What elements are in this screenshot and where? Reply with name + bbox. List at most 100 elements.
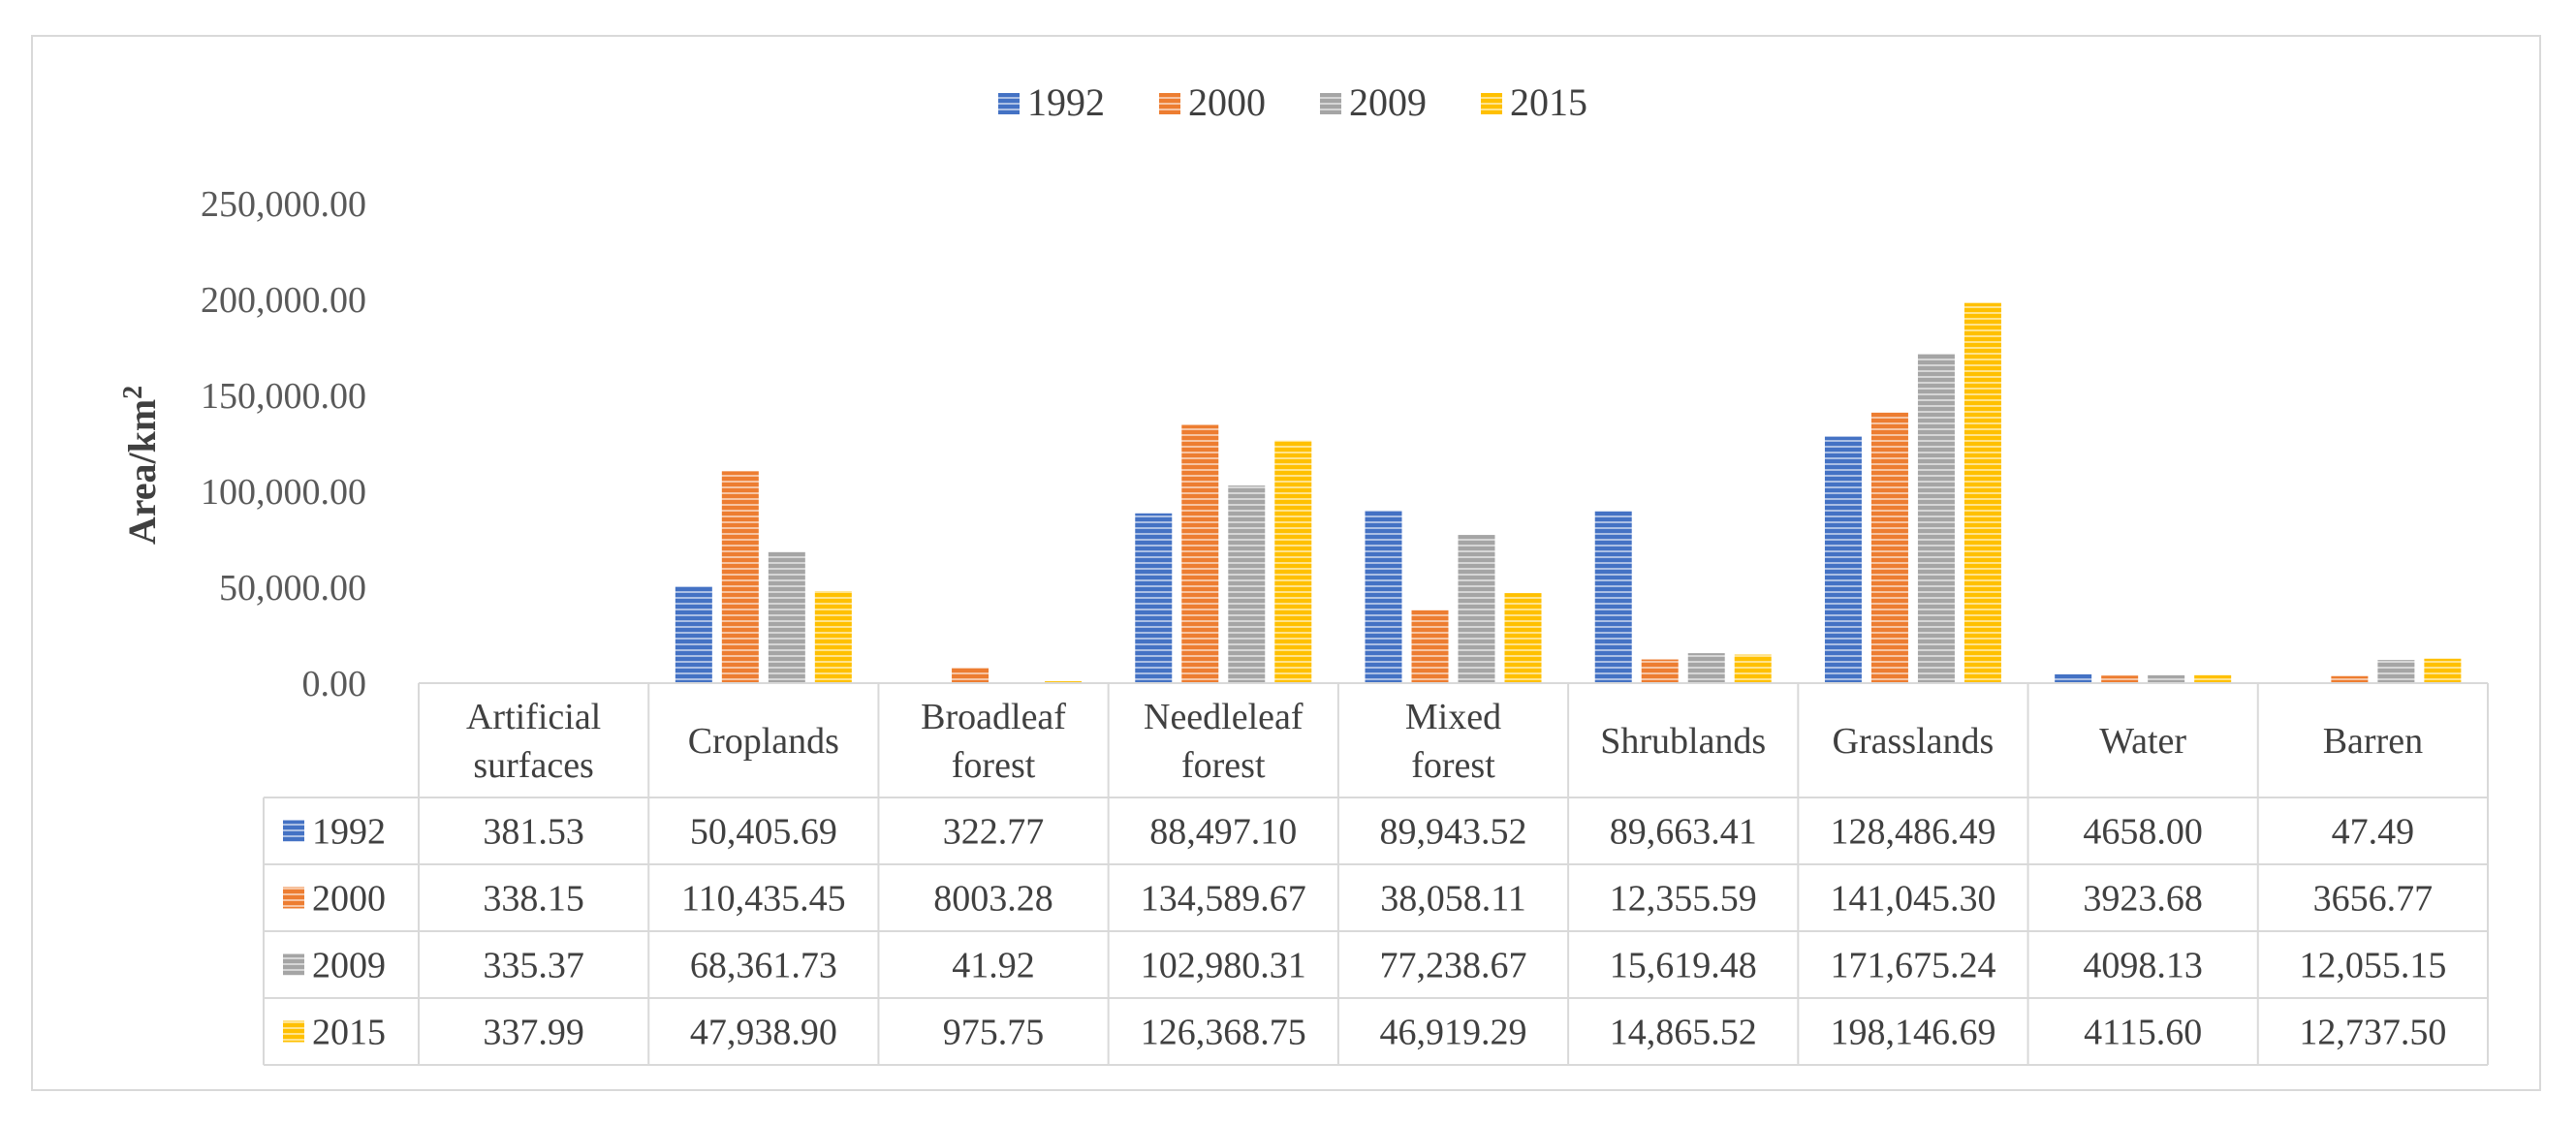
table-cell-value: 8003.28 <box>933 879 1053 920</box>
y-axis-title: Area/km2 <box>118 386 164 545</box>
legend: 1992 2000 2009 2015 <box>998 80 1587 124</box>
table-cell-value: 14,865.52 <box>1610 1013 1757 1053</box>
table-cell-value: 41.92 <box>952 946 1035 986</box>
table-cell-value: 337.99 <box>483 1013 584 1053</box>
bar-2000-4 <box>1411 609 1449 683</box>
table-cell-value: 12,355.59 <box>1610 879 1757 920</box>
table-cell-value: 171,675.24 <box>1830 946 1995 986</box>
bar-2015-6 <box>1963 302 2001 683</box>
bar-1992-4 <box>1365 510 1402 683</box>
category-label: forest <box>1181 745 1266 786</box>
data-table: Artificial surfaces Croplands Broadleaf fore… <box>263 682 2489 1066</box>
category-label: Water <box>2099 721 2186 762</box>
table-row-label: 2009 <box>312 946 386 986</box>
table-cell-value: 46,919.29 <box>1380 1013 1527 1053</box>
table-cell-value: 89,663.41 <box>1610 812 1757 853</box>
bars <box>445 302 2462 683</box>
category-label: Grasslands <box>1833 721 1995 762</box>
bar-2000-1 <box>721 471 759 683</box>
table-cell-value: 3656.77 <box>2313 879 2434 920</box>
category-label: Artificial <box>466 697 601 737</box>
bar-2015-5 <box>1734 654 1772 683</box>
y-axis: 0.00 50,000.00 100,000.00 150,000.00 200,000… <box>118 184 366 704</box>
table-cell-value: 335.37 <box>483 946 584 986</box>
bar-2015-1 <box>814 591 852 683</box>
table-legend-key-2015 <box>283 1020 304 1043</box>
table-cell-value: 128,486.49 <box>1830 812 1995 853</box>
table-cell-value: 141,045.30 <box>1830 879 1995 920</box>
legend-swatch-2009 <box>1320 93 1341 114</box>
bar-2009-3 <box>1228 485 1266 683</box>
legend-label-2000: 2000 <box>1188 80 1266 124</box>
y-tick-label: 0.00 <box>302 664 367 704</box>
category-label: forest <box>952 745 1036 786</box>
category-label: Barren <box>2323 721 2423 762</box>
category-label: Shrublands <box>1600 721 1766 762</box>
table-cell-value: 77,238.67 <box>1380 946 1527 986</box>
table-cell-value: 47,938.90 <box>690 1013 837 1053</box>
table-cell-value: 338.15 <box>483 879 584 920</box>
bar-1992-1 <box>675 586 712 683</box>
table-cell-value: 15,619.48 <box>1610 946 1757 986</box>
table-cell-value: 198,146.69 <box>1830 1013 1995 1053</box>
y-tick-label: 250,000.00 <box>201 184 366 225</box>
bar-2009-4 <box>1458 535 1495 683</box>
category-label: Croplands <box>688 721 839 762</box>
legend-swatch-1992 <box>998 93 1020 114</box>
bar-2000-8 <box>2331 675 2369 683</box>
table-legend-key-2000 <box>283 887 304 909</box>
y-tick-label: 150,000.00 <box>201 376 366 417</box>
table-cell-value: 50,405.69 <box>690 812 837 853</box>
bar-2000-2 <box>952 668 990 683</box>
legend-swatch-2000 <box>1159 93 1180 114</box>
y-tick-label: 200,000.00 <box>201 280 366 321</box>
table-cell-value: 47.49 <box>2332 812 2415 853</box>
y-tick-label: 50,000.00 <box>219 568 366 609</box>
table-cell-value: 89,943.52 <box>1380 812 1527 853</box>
table-cell-value: 4115.60 <box>2084 1013 2202 1053</box>
legend-label-2015: 2015 <box>1510 80 1587 124</box>
table-cell-value: 12,737.50 <box>2299 1013 2446 1053</box>
bar-2000-6 <box>1870 412 1908 683</box>
legend-label-1992: 1992 <box>1027 80 1105 124</box>
table-cell-value: 3923.68 <box>2083 879 2203 920</box>
bar-2015-3 <box>1274 440 1312 683</box>
bar-2009-5 <box>1687 653 1725 683</box>
table-cell-value: 88,497.10 <box>1149 812 1297 853</box>
table-cell-value: 4098.13 <box>2083 946 2203 986</box>
category-label: Broadleaf <box>921 697 1066 737</box>
category-label: Mixed <box>1405 697 1501 737</box>
table-cell-value: 975.75 <box>943 1013 1045 1053</box>
table-cell-value: 4658.00 <box>2083 812 2203 853</box>
bar-1992-7 <box>2055 673 2092 683</box>
table-cell-value: 322.77 <box>943 812 1045 853</box>
y-tick-label: 100,000.00 <box>201 472 366 513</box>
table-legend-key-1992 <box>283 820 304 842</box>
bar-1992-3 <box>1135 513 1173 683</box>
table-row-label: 1992 <box>312 812 386 853</box>
table-cell-value: 38,058.11 <box>1380 879 1526 920</box>
table-cell-value: 102,980.31 <box>1141 946 1306 986</box>
category-label: surfaces <box>473 745 593 786</box>
category-label: forest <box>1411 745 1495 786</box>
bar-2000-5 <box>1641 659 1679 683</box>
bar-2009-8 <box>2377 660 2415 683</box>
table-legend-key-2009 <box>283 953 304 976</box>
bar-1992-5 <box>1594 511 1632 683</box>
table-cell-value: 12,055.15 <box>2299 946 2446 986</box>
bar-1992-6 <box>1824 436 1862 683</box>
table-cell-value: 381.53 <box>483 812 584 853</box>
table-row-label: 2015 <box>312 1013 386 1053</box>
table-cell-value: 68,361.73 <box>690 946 837 986</box>
bar-2009-6 <box>1917 354 1955 683</box>
table-cell-value: 126,368.75 <box>1141 1013 1306 1053</box>
legend-label-2009: 2009 <box>1349 80 1427 124</box>
bar-2000-7 <box>2101 675 2139 683</box>
bar-2009-7 <box>2148 674 2185 683</box>
table-cell-value: 110,435.45 <box>681 879 846 920</box>
chart-frame <box>31 35 2541 1091</box>
table-cell-value: 134,589.67 <box>1141 879 1306 920</box>
category-label: Needleleaf <box>1144 697 1304 737</box>
table-row-label: 2000 <box>312 879 386 920</box>
